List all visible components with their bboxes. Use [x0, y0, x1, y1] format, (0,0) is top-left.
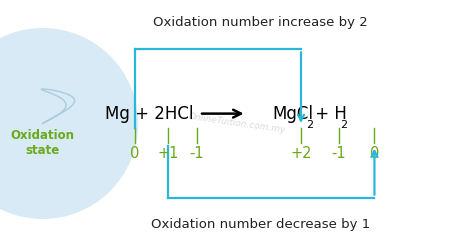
Text: +1: +1: [157, 146, 179, 161]
Text: -1: -1: [190, 146, 204, 161]
Text: OnlineTuition.com.my: OnlineTuition.com.my: [188, 112, 286, 135]
Text: Oxidation
state: Oxidation state: [10, 129, 75, 157]
Text: Oxidation number decrease by 1: Oxidation number decrease by 1: [151, 218, 370, 231]
Text: MgCl: MgCl: [273, 105, 313, 123]
Text: -1: -1: [332, 146, 346, 161]
Ellipse shape: [0, 29, 137, 218]
Text: 2: 2: [306, 120, 313, 130]
Text: +2: +2: [290, 146, 312, 161]
Text: + H: + H: [310, 105, 346, 123]
Text: 0: 0: [370, 146, 379, 161]
Text: Mg + 2HCl: Mg + 2HCl: [105, 105, 193, 123]
Text: 2: 2: [340, 120, 347, 130]
Text: 0: 0: [130, 146, 140, 161]
Text: Oxidation number increase by 2: Oxidation number increase by 2: [153, 16, 368, 29]
